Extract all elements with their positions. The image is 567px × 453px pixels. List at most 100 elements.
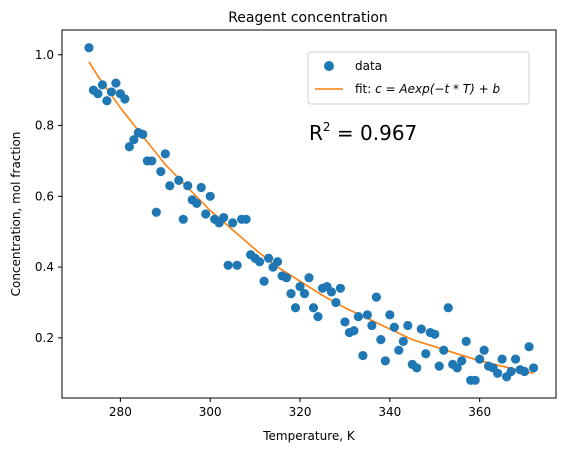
data-point xyxy=(331,297,341,308)
r2-superscript: 2 xyxy=(323,120,331,134)
data-point xyxy=(340,317,350,327)
data-point xyxy=(84,43,94,53)
data-point xyxy=(412,363,422,373)
data-point xyxy=(470,375,480,385)
data-point xyxy=(281,273,292,283)
data-point xyxy=(147,156,157,166)
data-point xyxy=(389,322,399,332)
data-point xyxy=(398,336,408,346)
data-point xyxy=(192,198,202,208)
y-tick-label: 0.8 xyxy=(35,119,54,133)
legend-box xyxy=(307,51,530,105)
data-point xyxy=(165,181,175,191)
x-tick-label: 320 xyxy=(289,405,312,419)
data-point xyxy=(510,354,521,364)
data-point xyxy=(326,287,337,297)
data-point xyxy=(497,354,507,364)
y-tick-label: 0.4 xyxy=(35,260,54,274)
data-point xyxy=(120,94,130,104)
data-point xyxy=(457,356,467,366)
data-point xyxy=(421,349,431,359)
data-point xyxy=(124,142,134,152)
legend-data-label: data xyxy=(355,59,382,73)
x-axis: 280 300 320 340 360 xyxy=(109,398,491,419)
data-point xyxy=(479,345,489,355)
data-point xyxy=(362,310,372,320)
y-tick-label: 1.0 xyxy=(35,48,54,62)
fit-line-series xyxy=(88,61,534,374)
data-point xyxy=(434,361,444,371)
legend-fit-prefix: fit: xyxy=(355,82,375,96)
data-point xyxy=(380,356,390,366)
data-point xyxy=(376,335,386,345)
data-point xyxy=(160,149,170,159)
data-point xyxy=(151,207,161,217)
chart-title: Reagent concentration xyxy=(228,10,388,26)
data-point xyxy=(349,326,359,336)
y-axis-label: Concentration, mol fraction xyxy=(9,132,23,297)
data-point xyxy=(129,135,139,145)
y-tick-label: 0.6 xyxy=(35,189,54,203)
fit-line xyxy=(88,61,534,374)
x-axis-label: Temperature, K xyxy=(262,429,356,443)
data-point xyxy=(196,182,206,193)
legend-fit-formula: c = Aexp(−t * T) + b xyxy=(375,82,500,96)
data-point xyxy=(272,257,283,267)
r2-annotation: R2 = 0.967 xyxy=(309,120,417,145)
data-point xyxy=(295,281,305,292)
data-point xyxy=(519,366,530,377)
data-point xyxy=(255,257,265,267)
data-point xyxy=(506,366,516,377)
data-point xyxy=(232,260,242,270)
legend-fit-label: fit: c = Aexp(−t * T) + b xyxy=(355,82,500,96)
data-point xyxy=(263,253,274,263)
legend-data-marker xyxy=(324,61,334,71)
legend: data fit: c = Aexp(−t * T) + b xyxy=(307,51,530,105)
y-axis: 0.2 0.4 0.6 0.8 1.0 xyxy=(35,48,62,345)
data-point xyxy=(102,96,112,106)
data-point xyxy=(205,191,215,201)
r2-value: = 0.967 xyxy=(331,121,418,145)
r2-prefix: R xyxy=(309,121,323,145)
data-point xyxy=(416,324,426,334)
data-point xyxy=(93,89,103,99)
data-point xyxy=(461,336,471,346)
data-point xyxy=(452,363,462,373)
data-point xyxy=(475,354,485,364)
data-point xyxy=(111,78,121,88)
data-point xyxy=(385,310,395,320)
data-point xyxy=(371,292,381,302)
data-point xyxy=(308,303,319,313)
data-points-series xyxy=(84,43,539,385)
data-point xyxy=(313,312,323,322)
data-point xyxy=(394,345,404,355)
data-point xyxy=(439,345,449,355)
data-point xyxy=(443,303,453,313)
data-point xyxy=(335,283,346,293)
x-tick-label: 300 xyxy=(199,405,222,419)
data-point xyxy=(524,342,534,352)
data-point xyxy=(223,260,233,270)
data-point xyxy=(290,303,301,313)
data-point xyxy=(97,80,108,90)
data-point xyxy=(228,218,238,228)
data-point xyxy=(299,289,310,299)
data-point xyxy=(174,175,184,185)
data-point xyxy=(286,289,296,299)
x-tick-label: 360 xyxy=(468,405,491,419)
data-point xyxy=(219,212,229,223)
data-point xyxy=(358,350,368,361)
data-point xyxy=(430,329,440,339)
data-point xyxy=(367,320,377,331)
data-point xyxy=(106,87,116,97)
x-tick-label: 340 xyxy=(378,405,401,419)
data-point xyxy=(403,320,413,331)
data-point xyxy=(528,363,539,373)
x-tick-label: 280 xyxy=(109,405,132,419)
data-point xyxy=(178,214,188,224)
data-point xyxy=(241,214,251,224)
y-tick-label: 0.2 xyxy=(35,331,54,345)
data-point xyxy=(259,276,269,286)
data-point xyxy=(353,312,363,322)
